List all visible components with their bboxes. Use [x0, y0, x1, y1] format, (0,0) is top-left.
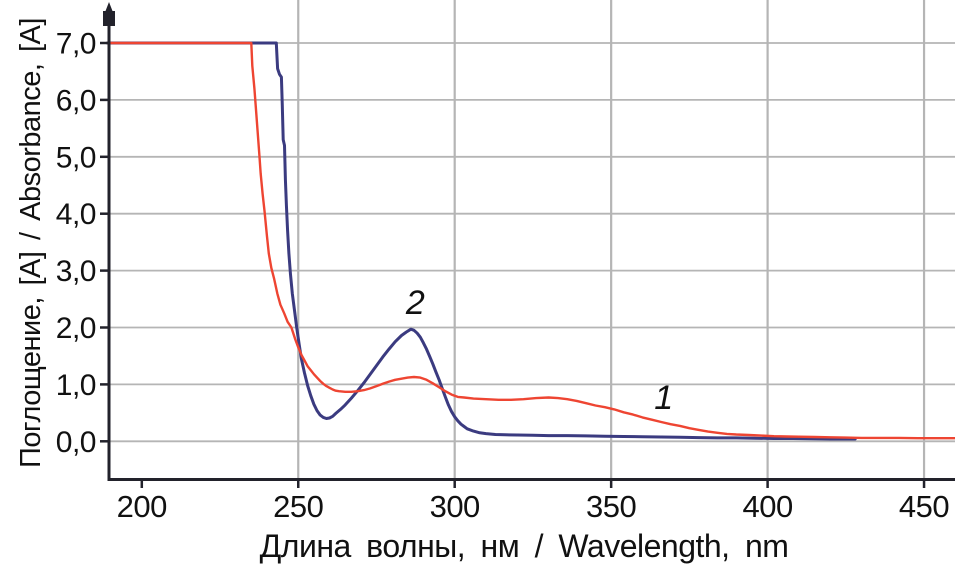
- spectrum-curve-2: [105, 41, 857, 441]
- x-tick-label: 300: [430, 489, 480, 524]
- y-tick-label: 2,0: [56, 312, 96, 345]
- y-tick-label: 1,0: [56, 369, 96, 402]
- y-axis-arrow-icon: [103, 2, 115, 26]
- y-axis-title: Поглощение, [A] / Absorbance, [A]: [15, 18, 47, 468]
- x-tick-label: 450: [899, 489, 949, 524]
- y-tick-label: 6,0: [56, 84, 96, 117]
- y-tick-label: 0,0: [56, 426, 96, 459]
- y-tick-label: 3,0: [56, 255, 96, 288]
- x-tick-label: 200: [117, 489, 167, 524]
- curve-label-2: 2: [405, 284, 425, 322]
- y-tick-label: 5,0: [56, 141, 96, 174]
- x-tick-label: 400: [742, 489, 792, 524]
- curve-label-1: 1: [654, 379, 673, 417]
- x-tick-label: 250: [273, 489, 323, 524]
- spectrum-curve-1: [106, 41, 955, 440]
- y-tick-label: 4,0: [56, 198, 96, 231]
- y-tick-label: 7,0: [56, 28, 96, 61]
- x-axis-title: Длина волны, нм / Wavelength, nm: [260, 528, 789, 564]
- x-tick-label: 350: [586, 489, 636, 524]
